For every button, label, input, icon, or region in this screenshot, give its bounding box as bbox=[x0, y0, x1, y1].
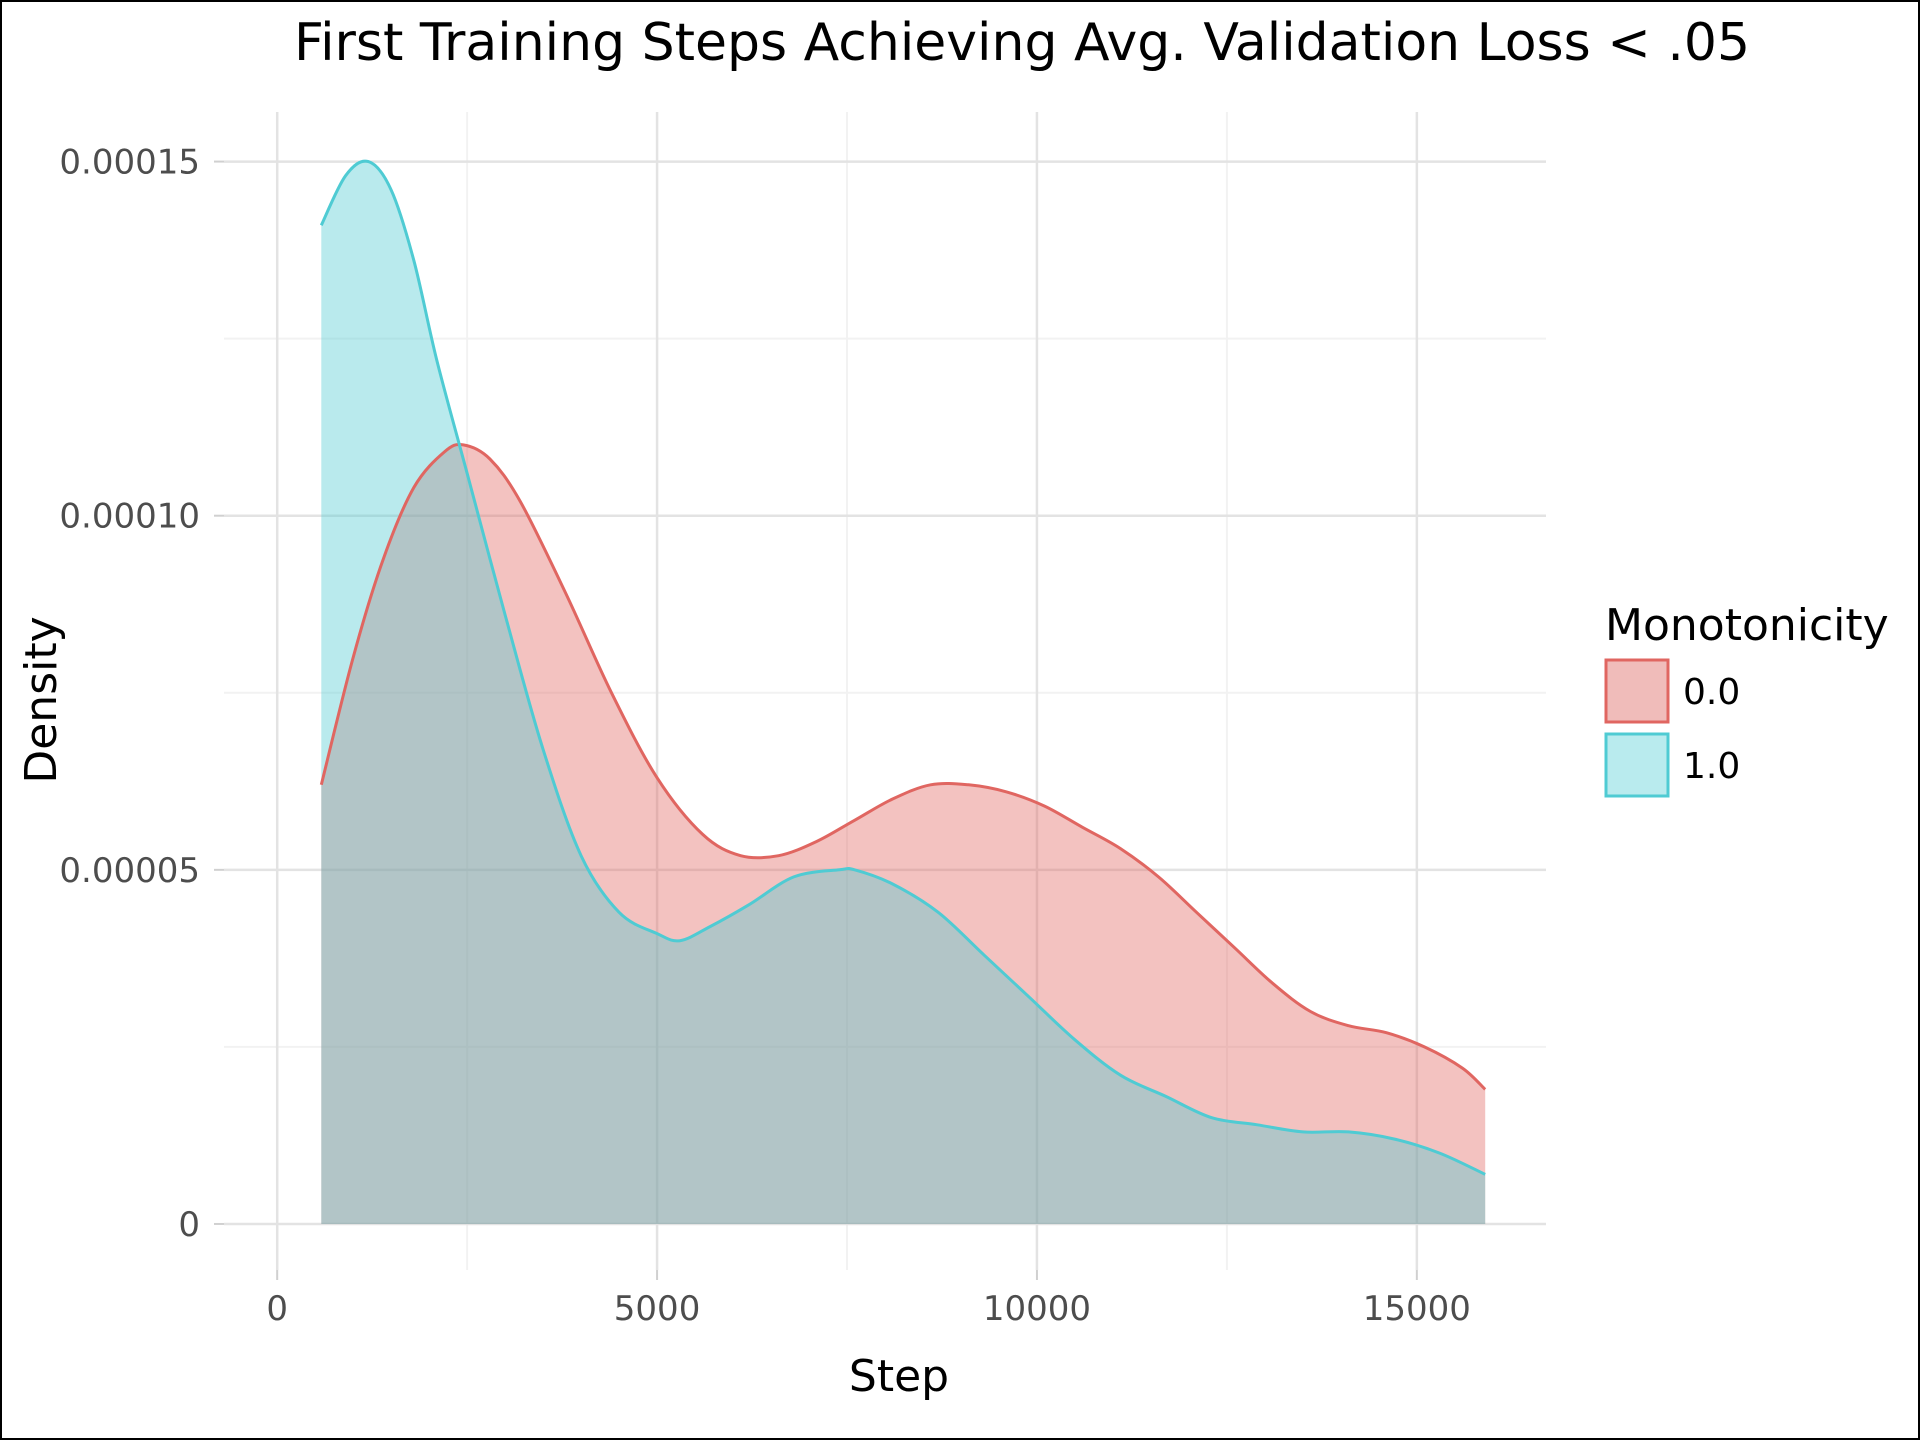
x-axis-ticks: 0 5000 10000 15000 bbox=[266, 1270, 1471, 1329]
legend-key-1.0 bbox=[1604, 732, 1670, 798]
x-tick-label: 0 bbox=[266, 1289, 288, 1329]
x-tick-label: 15000 bbox=[1363, 1289, 1471, 1329]
minor-gridlines bbox=[224, 112, 1546, 1270]
density-area-1.0 bbox=[321, 161, 1486, 1224]
chart-title: First Training Steps Achieving Avg. Vali… bbox=[294, 13, 1750, 73]
y-tick-label: 0.00010 bbox=[59, 497, 200, 537]
x-tick-label: 10000 bbox=[983, 1289, 1091, 1329]
density-lines bbox=[319, 159, 1487, 1176]
major-gridlines bbox=[224, 112, 1546, 1270]
density-line-0.0 bbox=[319, 443, 1487, 1091]
y-tick-label: 0 bbox=[178, 1205, 200, 1245]
legend-key-0.0 bbox=[1604, 658, 1670, 724]
legend-title: Monotonicity bbox=[1605, 600, 1889, 651]
y-tick-label: 0.00005 bbox=[59, 851, 200, 891]
density-areas bbox=[321, 161, 1486, 1224]
x-axis-title: Step bbox=[849, 1351, 949, 1402]
legend: Monotonicity 0.0 1.0 bbox=[1604, 600, 1889, 798]
y-tick-label: 0.00015 bbox=[59, 143, 200, 183]
legend-label-0.0: 0.0 bbox=[1683, 672, 1740, 713]
density-line-1.0 bbox=[319, 159, 1486, 1176]
x-tick-label: 5000 bbox=[614, 1289, 701, 1329]
density-area-0.0 bbox=[321, 444, 1486, 1224]
legend-label-1.0: 1.0 bbox=[1683, 746, 1740, 787]
y-axis-title: Density bbox=[16, 616, 67, 783]
y-axis-ticks: 0 0.00005 0.00010 0.00015 bbox=[59, 143, 224, 1245]
